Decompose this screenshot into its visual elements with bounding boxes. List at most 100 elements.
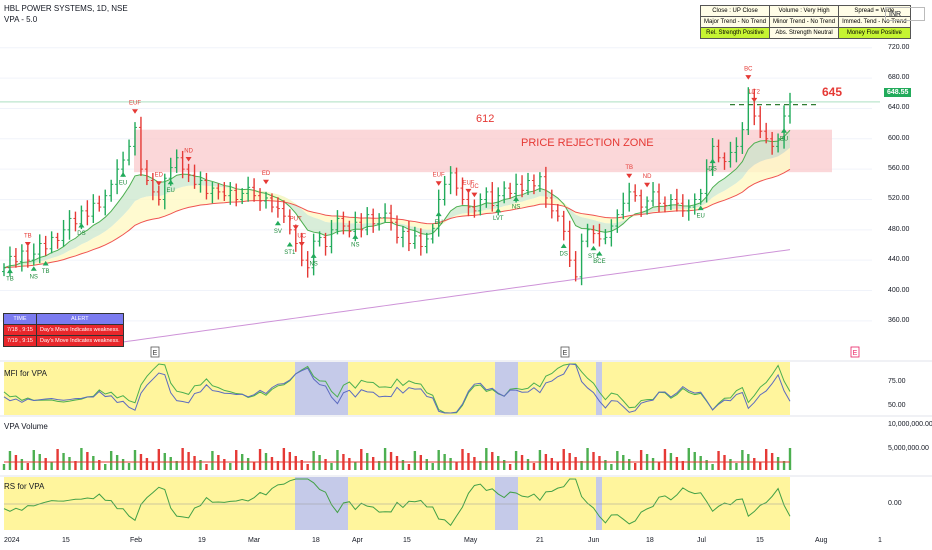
volume-bar [74,461,77,470]
signal-label: NS [309,261,317,267]
earnings-box [560,346,570,358]
volume-bar [377,461,381,470]
price-tick: 360.00 [888,316,910,324]
signal-label: EUF [462,180,474,186]
volume-bar [431,463,434,470]
time-tick: Jul [697,537,706,544]
panel-band [4,477,790,530]
volume-bar [50,462,53,470]
up-arrow [781,128,788,133]
volume-bar [586,448,589,470]
volume-bar [633,463,637,470]
time-tick: 1 [878,537,882,544]
rejection-zone-label: PRICE REJECTION ZONE [521,137,654,149]
volume-bar [776,457,780,470]
time-tick: 19 [198,537,206,544]
rejection-zone [134,129,832,173]
volume-bar [753,458,756,470]
volume-bar [711,464,714,470]
volume-bar [133,450,137,470]
time-tick: 21 [536,537,544,544]
volume-bar [663,449,667,470]
alert-cell: 7/19 , 9:15 [3,335,37,347]
volume-bar [348,458,351,470]
status-table: Close : UP Close Volume : Very High Spread… [699,5,911,39]
sma-line [111,249,791,345]
signal-label: EU [780,136,788,142]
up-arrow [286,241,293,247]
signal-label: SV [274,229,282,235]
volume-bar [2,464,6,470]
volume-tick: 10,000,000.00 [888,421,932,428]
volume-bar [300,460,303,470]
volume-bar [562,449,565,470]
alert-header: ALERT [36,313,124,325]
panel-band [596,362,602,415]
signal-label: ND [643,174,652,180]
volume-bar [479,461,482,470]
volume-bar [628,459,631,470]
volume-bar [324,459,327,470]
time-tick: 15 [403,537,411,544]
down-arrow [292,225,299,230]
volume-bar [56,449,59,470]
volume-bar [437,450,440,470]
volume-bar [288,452,292,470]
volume-bar [109,451,113,470]
volume-bar [258,449,262,470]
volume-bar [759,462,762,470]
volume-bar [246,458,250,470]
status-cell: Minor Trend - No Trend [769,16,840,28]
volume-bar [336,450,339,470]
volume-bar [502,460,506,470]
volume-bar [497,456,500,470]
volume-bar [360,449,363,470]
status-cell: Money Flow Positive [838,27,911,39]
volume-bar [121,459,125,470]
down-arrow [132,109,138,114]
down-arrow [465,188,472,194]
level-612-label: 612 [476,113,495,125]
price-tick: 600.00 [888,134,910,142]
volume-bar [574,457,577,470]
time-tick: Aug [815,537,828,544]
status-cell: Rel. Strength Positive [699,27,771,39]
signal-label: EUF [433,173,445,179]
time-tick: 15 [756,537,764,544]
volume-bar [86,452,89,470]
signal-label: ED [155,173,164,179]
volume-bar [294,456,297,470]
currency-selector[interactable]: INR [885,7,925,21]
down-arrow [24,241,31,247]
volume-bar [639,450,643,470]
volume-bar [395,456,399,470]
volume-bar [693,452,696,470]
volume-bar [354,462,357,470]
alert-header: TIME [3,313,37,325]
down-arrow [185,157,192,162]
alert-cell: Day's Move Indicates weakness. [36,335,124,347]
mfi-signal [3,363,791,414]
price-tick: 480.00 [888,225,910,233]
time-tick: Apr [352,537,363,544]
volume-bar [98,460,101,470]
volume-bar [455,462,458,470]
volume-bar [252,462,256,470]
signal-label: UC [297,233,306,239]
status-cell: Close : UP Close [699,5,771,17]
volume-bar [145,458,149,470]
volume-bar [514,451,518,470]
volume-bar [8,451,12,470]
time-tick: Jun [588,537,600,544]
volume-bar [371,457,375,470]
time-tick: 2024 [4,537,20,544]
earnings-box [150,346,160,358]
earnings-box [850,346,860,358]
volume-bar [127,463,131,470]
up-arrow [435,211,442,217]
volume-bar [32,450,35,470]
earnings-marker: E [853,350,858,357]
price-tick: 520.00 [888,195,910,203]
volume-bar [782,461,786,470]
